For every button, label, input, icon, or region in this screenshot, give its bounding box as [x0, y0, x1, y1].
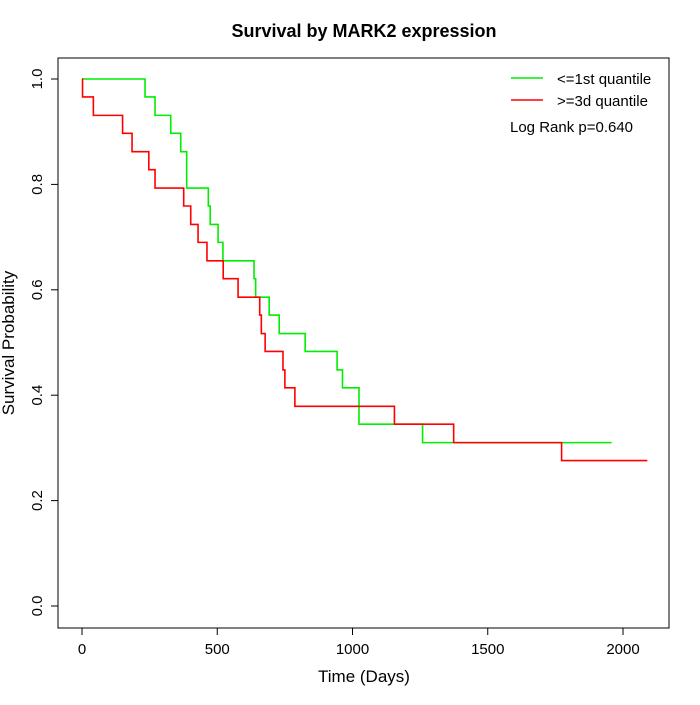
y-tick-label: 0.2	[29, 490, 46, 511]
chart-title: Survival by MARK2 expression	[231, 21, 496, 41]
y-tick-label: 0.4	[29, 385, 46, 406]
y-axis: 0.0 0.2 0.4 0.6 0.8 1.0	[29, 69, 59, 617]
survival-curve-2	[81, 78, 648, 462]
y-tick-label: 0.6	[29, 279, 46, 300]
x-tick-label: 1500	[471, 641, 504, 658]
legend-label-2: >=3d quantile	[557, 93, 648, 110]
y-tick-label: 1.0	[29, 69, 46, 90]
x-tick-label: 1000	[336, 641, 369, 658]
x-axis-label: Time (Days)	[318, 667, 410, 686]
x-tick-label: 2000	[606, 641, 639, 658]
x-tick-label: 0	[78, 641, 86, 658]
plot-border	[57, 57, 670, 629]
y-tick-label: 0.0	[29, 596, 46, 617]
log-rank-annotation: Log Rank p=0.640	[510, 119, 633, 136]
legend: <=1st quantile >=3d quantile	[511, 71, 651, 110]
y-tick-label: 0.8	[29, 174, 46, 195]
x-tick-label: 500	[205, 641, 230, 658]
x-axis: 0 500 1000 1500 2000	[78, 627, 640, 658]
survival-curve-1	[82, 78, 612, 444]
y-axis-label: Survival Probability	[0, 270, 18, 415]
series-group	[81, 78, 648, 462]
legend-label-1: <=1st quantile	[557, 71, 651, 88]
